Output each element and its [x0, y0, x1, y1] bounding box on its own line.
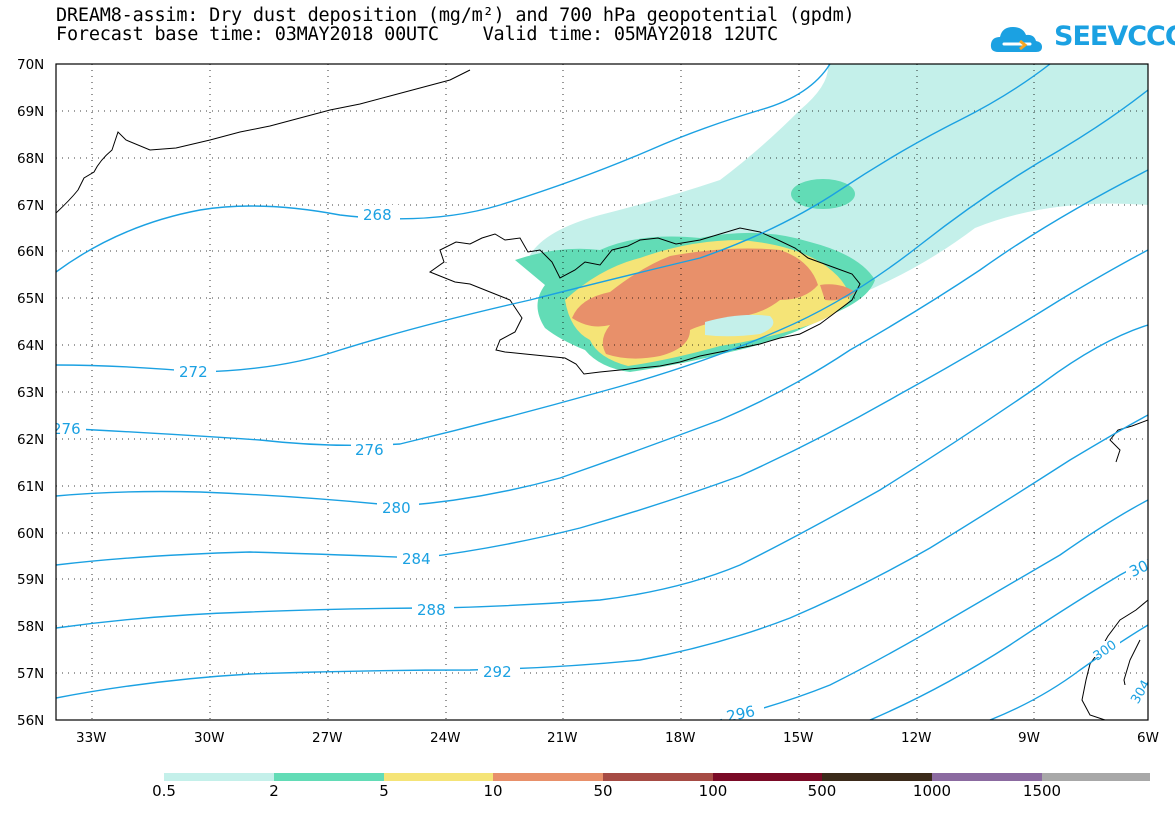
lon-label: 27W	[312, 730, 343, 746]
lat-label: 59N	[17, 572, 44, 588]
lat-label: 67N	[17, 198, 44, 214]
lat-label: 66N	[17, 244, 44, 260]
contour-label-288: 288	[417, 601, 446, 619]
legend-label: 2	[269, 782, 279, 800]
contour-296	[719, 499, 1148, 720]
map-subtitle: Forecast base time: 03MAY2018 00UTC Vali…	[56, 24, 778, 45]
lat-label: 61N	[17, 479, 44, 495]
lat-label: 65N	[17, 291, 44, 307]
map-title: DREAM8-assim: Dry dust deposition (mg/m²…	[56, 5, 855, 26]
logo-text: SEEVCCC	[1054, 21, 1175, 52]
legend-label: 1000	[912, 782, 952, 800]
contour-276	[56, 89, 1148, 447]
lat-label: 60N	[17, 526, 44, 542]
lon-label: 12W	[901, 730, 932, 746]
contour-280	[56, 169, 1148, 507]
dust-area-light-inner	[705, 314, 774, 337]
contour-label-30: 30	[1126, 556, 1151, 580]
legend-swatch	[274, 773, 384, 781]
contour-300	[869, 559, 1148, 720]
contour-304	[989, 624, 1148, 720]
lat-label: 70N	[17, 57, 44, 73]
scotland-coast	[1109, 419, 1148, 463]
lat-label: 57N	[17, 666, 44, 682]
legend-swatch	[164, 773, 274, 781]
contour-label-276: 276	[355, 441, 384, 459]
contour-label-284: 284	[402, 550, 431, 568]
lon-label: 18W	[665, 730, 696, 746]
contour-label-272: 272	[179, 363, 208, 381]
legend-label: 50	[593, 782, 613, 800]
lat-label: 58N	[17, 619, 44, 635]
contour-284	[56, 249, 1148, 566]
legend-label: 0.5	[152, 782, 176, 800]
contour-label-296: 296	[725, 702, 757, 726]
contour-label-304: 304	[1128, 678, 1153, 707]
greenland-coast	[56, 69, 471, 214]
lon-label: 15W	[783, 730, 814, 746]
lon-label: 6W	[1137, 730, 1159, 746]
contour-labels: 268 272 276 276 280 284 288 292 296 30 3…	[52, 205, 1153, 726]
contour-label-292: 292	[483, 663, 512, 681]
map-frame	[55, 63, 1149, 721]
contour-272	[56, 64, 1051, 373]
legend-swatch	[384, 773, 493, 781]
contour-288	[56, 324, 1148, 629]
legend-swatch	[932, 773, 1042, 781]
dust-area-orange	[572, 248, 818, 359]
legend-label: 500	[807, 782, 837, 800]
legend-swatch	[493, 773, 603, 781]
legend-label: 100	[698, 782, 728, 800]
iceland-coast	[428, 227, 861, 375]
lon-label: 24W	[430, 730, 461, 746]
contour-292	[56, 414, 1148, 699]
legend-label: 5	[379, 782, 389, 800]
contour-label-280: 280	[382, 499, 411, 517]
cloud-logo-icon	[990, 27, 1042, 52]
legend-label: 10	[483, 782, 503, 800]
legend-swatch	[822, 773, 932, 781]
legend-label: 1500	[1022, 782, 1062, 800]
lat-label: 64N	[17, 338, 44, 354]
legend-colorbar	[164, 773, 1150, 781]
lat-label: 69N	[17, 104, 44, 120]
latitude-axis: 70N 69N 68N 67N 66N 65N 64N 63N 62N 61N …	[17, 57, 44, 729]
contour-268	[56, 64, 831, 273]
contour-label-268: 268	[363, 206, 392, 224]
lon-label: 9W	[1018, 730, 1040, 746]
legend-swatch	[713, 773, 822, 781]
lat-label: 68N	[17, 151, 44, 167]
dust-area-medium-offshore	[791, 179, 855, 209]
legend-swatch	[603, 773, 713, 781]
legend-swatch	[1042, 773, 1150, 781]
geopotential-contours	[56, 64, 1148, 720]
lon-label: 33W	[76, 730, 107, 746]
lon-label: 30W	[194, 730, 225, 746]
lat-label: 63N	[17, 385, 44, 401]
longitude-axis: 33W 30W 27W 24W 21W 18W 15W 12W 9W 6W	[76, 730, 1159, 746]
map-area: 268 272 276 276 280 284 288 292 296 30 3…	[52, 64, 1153, 726]
lat-label: 62N	[17, 432, 44, 448]
lat-label: 56N	[17, 713, 44, 729]
contour-label-276-left: 276	[52, 420, 81, 438]
lon-label: 21W	[547, 730, 578, 746]
